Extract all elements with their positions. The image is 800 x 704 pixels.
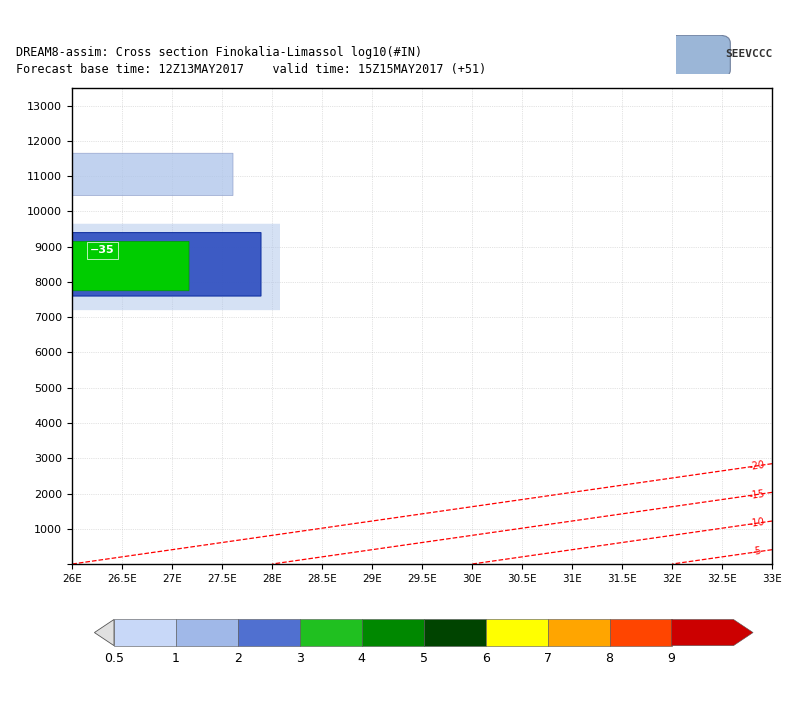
Polygon shape (671, 620, 753, 646)
Text: 8: 8 (606, 652, 614, 665)
Bar (548, 620, 610, 646)
Text: 9: 9 (668, 652, 675, 665)
Bar (114, 620, 176, 646)
Bar (610, 620, 671, 646)
Text: 3: 3 (296, 652, 304, 665)
Text: 5: 5 (420, 652, 428, 665)
Bar (362, 620, 424, 646)
Text: -10: -10 (749, 517, 766, 529)
Bar (176, 620, 238, 646)
Text: 4: 4 (358, 652, 366, 665)
Bar (486, 620, 548, 646)
FancyBboxPatch shape (70, 241, 189, 291)
Text: −35: −35 (90, 245, 114, 256)
Text: 0.5: 0.5 (104, 652, 124, 665)
Bar (238, 620, 300, 646)
Text: -15: -15 (749, 489, 766, 501)
Polygon shape (94, 620, 114, 646)
Text: SEEVCCC: SEEVCCC (725, 49, 772, 58)
FancyBboxPatch shape (66, 153, 233, 196)
Text: 2: 2 (234, 652, 242, 665)
Bar (424, 620, 486, 646)
Text: 7: 7 (544, 652, 552, 665)
Bar (300, 620, 362, 646)
FancyBboxPatch shape (68, 232, 261, 296)
Text: 6: 6 (482, 652, 490, 665)
Text: -5: -5 (752, 546, 763, 558)
Text: 1: 1 (172, 652, 180, 665)
FancyBboxPatch shape (667, 35, 730, 77)
FancyBboxPatch shape (64, 224, 280, 310)
Text: DREAM8-assim: Cross section Finokalia-Limassol log10(#IN): DREAM8-assim: Cross section Finokalia-Li… (16, 46, 422, 58)
Text: Forecast base time: 12Z13MAY2017    valid time: 15Z15MAY2017 (+51): Forecast base time: 12Z13MAY2017 valid t… (16, 63, 486, 76)
Text: -20: -20 (749, 460, 766, 472)
